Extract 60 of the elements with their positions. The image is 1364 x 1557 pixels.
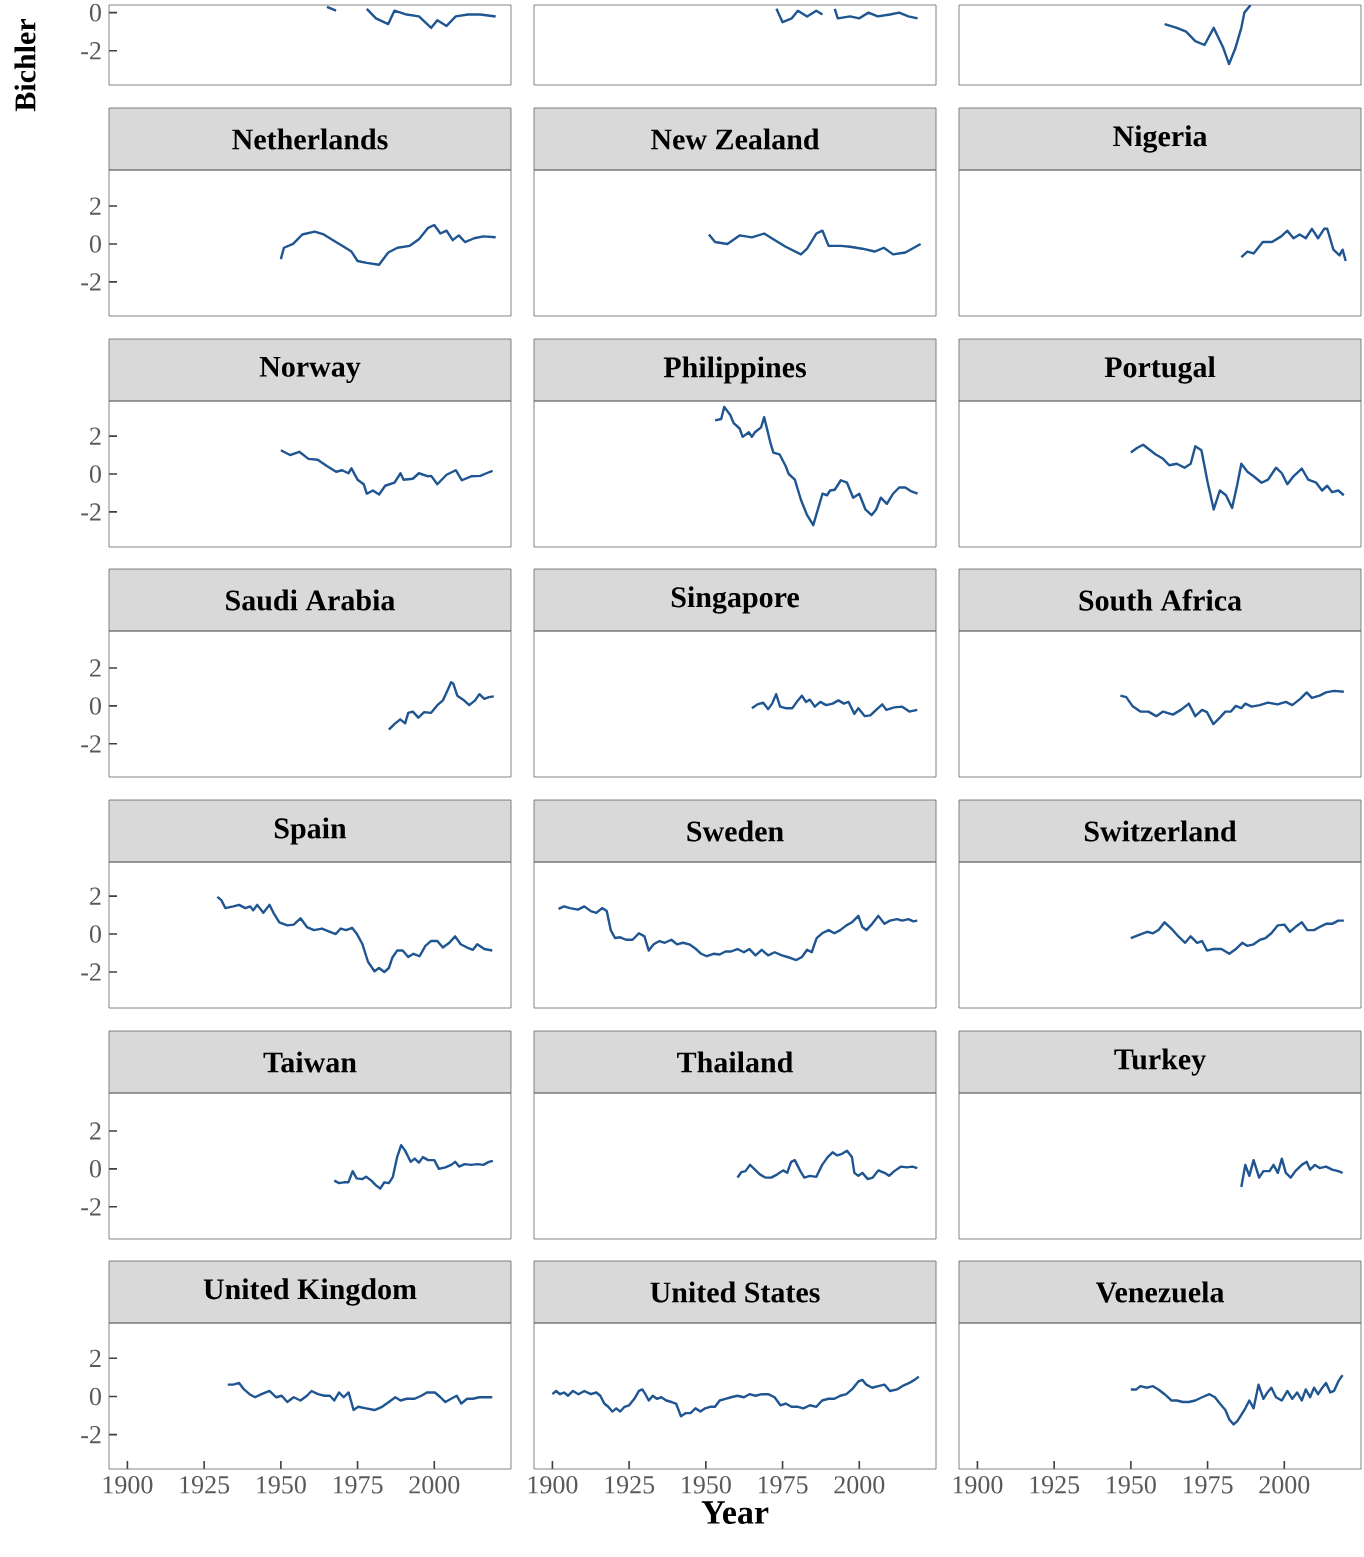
y-tick-label: 2 — [90, 427, 101, 445]
y-tick-label: 0 — [89, 1160, 101, 1178]
chart-title: Sweden — [687, 820, 784, 842]
chart-title: New Zealand — [650, 128, 820, 150]
x-tick-label: 1975 — [758, 1476, 808, 1494]
x-tick-label: 1975 — [333, 1476, 383, 1494]
chart-title: Portugal — [1104, 356, 1216, 384]
y-tick-label: -2 — [81, 735, 101, 753]
x-tick-label: 1925 — [605, 1476, 655, 1494]
chart-title: United States — [650, 1281, 820, 1303]
x-tick-label: 1950 — [682, 1476, 731, 1494]
chart-title: Nigeria — [1113, 125, 1208, 153]
chart-title: Switzerland — [1084, 820, 1237, 842]
y-tick-label: -2 — [81, 1198, 101, 1216]
y-tick-label: 2 — [90, 197, 101, 215]
y-tick-label: -2 — [81, 503, 101, 521]
chart-title: South Africa — [1079, 589, 1242, 611]
line-series — [279, 449, 494, 496]
chart-title: Venezuela — [1095, 1281, 1225, 1303]
x-tick-label: 1975 — [1183, 1476, 1233, 1494]
line-series — [216, 895, 494, 974]
y-tick-label: -2 — [81, 1426, 101, 1444]
y-tick-label: 2 — [90, 887, 101, 905]
y-tick-label: 0 — [89, 697, 101, 715]
y-tick-label: -2 — [81, 42, 101, 60]
x-tick-label: 1950 — [1107, 1476, 1156, 1494]
y-tick-label: -2 — [81, 273, 101, 291]
y-axis-title: Bichler — [14, 18, 36, 112]
chart-title: Philippines — [663, 356, 806, 384]
y-tick-label: 2 — [90, 1349, 101, 1367]
y-tick-label: -2 — [81, 963, 101, 981]
chart-title: Taiwan — [263, 1051, 357, 1073]
chart-title: Netherlands — [232, 128, 388, 150]
y-tick-label: 0 — [89, 1387, 101, 1406]
y-tick-label: 0 — [89, 925, 101, 943]
x-tick-label: 2000 — [1259, 1476, 1310, 1494]
x-tick-label: 1900 — [103, 1476, 153, 1494]
x-tick-label: 2000 — [834, 1476, 885, 1494]
chart-title: Turkey — [1114, 1048, 1206, 1076]
chart-title: Norway — [259, 356, 361, 384]
x-tick-label: 2000 — [409, 1476, 460, 1494]
y-tick-label: 2 — [90, 659, 101, 677]
line-series — [333, 1143, 495, 1190]
chart-title: Spain — [274, 817, 347, 845]
chart-title: Saudi Arabia — [226, 589, 395, 611]
y-tick-label: 0 — [89, 465, 101, 483]
line-series — [387, 681, 496, 731]
x-tick-label: 1900 — [528, 1476, 578, 1494]
x-tick-label: 1950 — [257, 1476, 306, 1494]
x-tick-label: 1900 — [953, 1476, 1003, 1494]
chart-title: Singapore — [671, 586, 799, 614]
chart-title: United Kingdom — [203, 1278, 417, 1306]
y-tick-label: 0 — [89, 3, 101, 22]
chart-title: Thailand — [677, 1051, 794, 1073]
x-axis-title: Year — [701, 1501, 769, 1524]
y-tick-label: 2 — [90, 1122, 101, 1140]
line-series — [279, 223, 497, 267]
x-tick-label: 1925 — [180, 1476, 230, 1494]
y-tick-label: 0 — [89, 235, 101, 253]
x-tick-label: 1925 — [1030, 1476, 1080, 1494]
